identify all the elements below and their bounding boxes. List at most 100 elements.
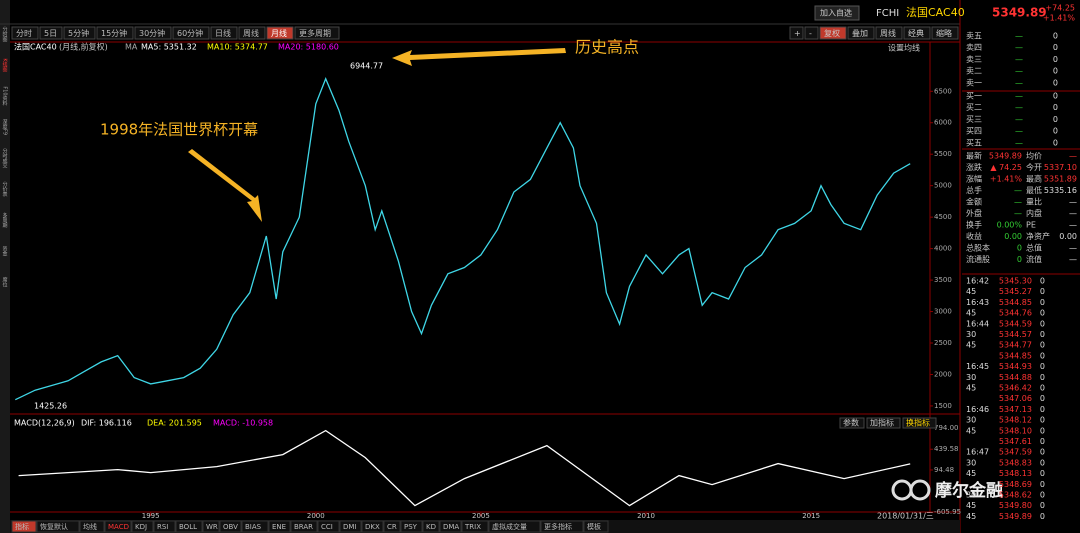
- period-label[interactable]: 30分钟: [139, 28, 165, 38]
- indicator-tab[interactable]: [422, 520, 440, 533]
- tool-button[interactable]: [903, 26, 931, 40]
- period-button[interactable]: [172, 26, 210, 40]
- indicator-tab-label[interactable]: 虚拟成交量: [492, 522, 527, 531]
- period-button[interactable]: [294, 26, 340, 40]
- indicator-tab[interactable]: [339, 520, 362, 533]
- tool-button[interactable]: [804, 26, 819, 40]
- tool-label[interactable]: 复权: [824, 28, 840, 38]
- indicator-tab-label[interactable]: PSY: [404, 523, 418, 531]
- indicator-tab[interactable]: [241, 520, 269, 533]
- indicator-tab[interactable]: [317, 520, 340, 533]
- indicator-tab-label[interactable]: KD: [426, 523, 436, 531]
- indicator-tab-label[interactable]: DMA: [443, 523, 459, 531]
- add-watch-button[interactable]: [814, 5, 860, 21]
- indicator-tab[interactable]: [461, 520, 489, 533]
- indicator-tab-label[interactable]: CR: [387, 523, 397, 531]
- period-label[interactable]: 5日: [44, 29, 57, 38]
- indicator-tab[interactable]: [383, 520, 401, 533]
- tool-label[interactable]: 经典: [908, 28, 924, 38]
- indicator-tab[interactable]: [400, 520, 423, 533]
- indicator-button[interactable]: [902, 417, 937, 429]
- period-button[interactable]: [238, 26, 266, 40]
- tool-label[interactable]: 周线: [880, 28, 896, 38]
- stat-value: —: [1069, 209, 1077, 218]
- indicator-tab-label[interactable]: CCI: [321, 523, 333, 531]
- tool-label[interactable]: 缩略: [936, 28, 952, 38]
- sidebar-tab[interactable]: 资金: [2, 245, 8, 256]
- period-label[interactable]: 更多周期: [299, 28, 331, 38]
- indicator-tab[interactable]: [131, 520, 154, 533]
- period-button[interactable]: [266, 26, 294, 40]
- indicator-tab-label[interactable]: OBV: [223, 523, 238, 531]
- indicator-tab[interactable]: [268, 520, 291, 533]
- indicator-tab[interactable]: [36, 520, 80, 533]
- indicator-tab-label[interactable]: MACD: [108, 523, 129, 531]
- period-button[interactable]: [39, 26, 63, 40]
- period-label[interactable]: 分时: [16, 28, 32, 38]
- indicator-tab[interactable]: [202, 520, 220, 533]
- period-label[interactable]: 月线: [271, 28, 287, 38]
- tool-button[interactable]: [789, 26, 804, 40]
- add-watch[interactable]: 加入自选: [820, 8, 852, 18]
- indicator-tab-label[interactable]: BIAS: [245, 523, 262, 531]
- indicator-tab-label[interactable]: WR: [206, 523, 218, 531]
- indicator-tab[interactable]: [11, 520, 37, 533]
- period-button[interactable]: [134, 26, 172, 40]
- tool-button[interactable]: [819, 26, 847, 40]
- period-label[interactable]: 周线: [243, 28, 259, 38]
- indicator-button[interactable]: [839, 417, 865, 429]
- sidebar-tab[interactable]: 深度F9: [2, 118, 8, 135]
- tool-label[interactable]: +: [794, 29, 801, 38]
- sidebar-tab[interactable]: F10资料: [2, 86, 8, 107]
- indicator-tab-label[interactable]: 均线: [83, 522, 97, 531]
- tool-label[interactable]: 叠加: [852, 28, 868, 38]
- sidebar-tab[interactable]: 多周期: [2, 212, 8, 229]
- indicator-tab-label[interactable]: 恢复默认: [40, 522, 68, 531]
- period-label[interactable]: 60分钟: [177, 28, 203, 38]
- indicator-tab[interactable]: [361, 520, 384, 533]
- indicator-tab[interactable]: [104, 520, 132, 533]
- indicator-tab-label[interactable]: 指标: [15, 522, 29, 531]
- tool-button[interactable]: [847, 26, 875, 40]
- indicator-tab-label[interactable]: 模板: [587, 522, 601, 531]
- indicator-button[interactable]: [866, 417, 901, 429]
- tool-button[interactable]: [931, 26, 959, 40]
- indicator-tab-label[interactable]: DKX: [365, 523, 380, 531]
- indicator-button-label[interactable]: 参数: [843, 418, 859, 428]
- indicator-tab-label[interactable]: DMI: [343, 523, 357, 531]
- indicator-tab[interactable]: [219, 520, 242, 533]
- indicator-tab[interactable]: [79, 520, 105, 533]
- tool-button[interactable]: [875, 26, 903, 40]
- indicator-tab-label[interactable]: 更多指标: [544, 522, 572, 531]
- indicator-tab[interactable]: [540, 520, 584, 533]
- period-button[interactable]: [11, 26, 39, 40]
- indicator-tab-label[interactable]: ENE: [272, 523, 286, 531]
- period-button[interactable]: [210, 26, 238, 40]
- settings-button[interactable]: 设置均线: [888, 43, 920, 53]
- indicator-button-label[interactable]: 加指标: [870, 418, 894, 428]
- sidebar-tab[interactable]: 席位: [2, 276, 8, 287]
- annotation: 1998年法国世界杯开幕: [100, 121, 258, 139]
- period-button[interactable]: [63, 26, 96, 40]
- indicator-tab[interactable]: [153, 520, 176, 533]
- sidebar-tab[interactable]: K线图: [2, 58, 8, 73]
- indicator-tab-label[interactable]: RSI: [157, 523, 168, 531]
- sidebar-tab[interactable]: 分时图: [2, 26, 8, 43]
- sidebar-tab[interactable]: 分价表: [2, 181, 8, 198]
- indicator-tab-label[interactable]: BOLL: [179, 523, 197, 531]
- period-label[interactable]: 15分钟: [101, 28, 127, 38]
- indicator-tab[interactable]: [439, 520, 462, 533]
- period-label[interactable]: 5分钟: [68, 28, 89, 38]
- indicator-button-label[interactable]: 换指标: [906, 418, 930, 428]
- indicator-tab-label[interactable]: BRAR: [294, 523, 313, 531]
- indicator-tab[interactable]: [175, 520, 203, 533]
- sidebar-tab[interactable]: 分时成交: [2, 147, 8, 169]
- period-label[interactable]: 日线: [215, 28, 231, 38]
- indicator-tab-label[interactable]: TRIX: [464, 523, 481, 531]
- indicator-tab[interactable]: [488, 520, 541, 533]
- indicator-tab[interactable]: [583, 520, 609, 533]
- indicator-tab[interactable]: [290, 520, 318, 533]
- indicator-tab-label[interactable]: KDJ: [135, 523, 147, 531]
- tool-label[interactable]: -: [809, 29, 812, 38]
- period-button[interactable]: [96, 26, 134, 40]
